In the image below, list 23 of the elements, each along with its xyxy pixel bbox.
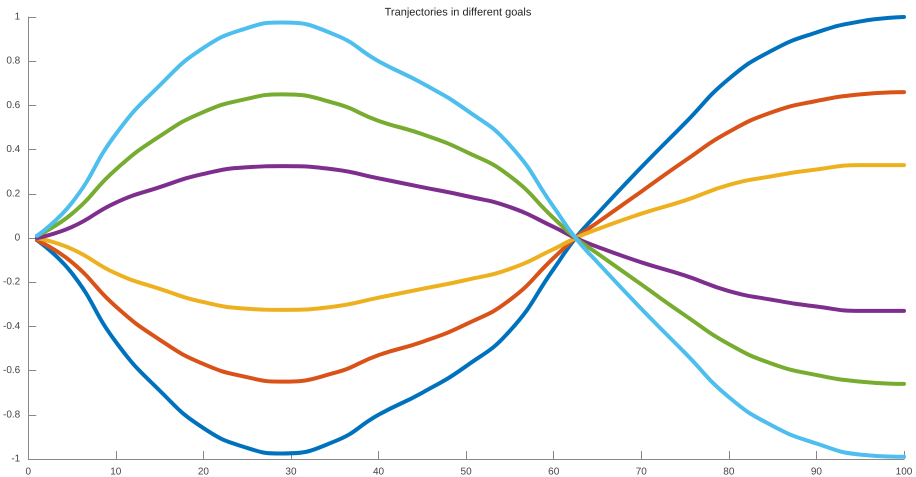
y-tick-label: -1: [11, 454, 21, 464]
y-tick-label: 0: [14, 232, 21, 244]
y-tick-label: -0.8: [2, 409, 21, 420]
x-tick-label: 90: [810, 466, 822, 477]
x-tick-label: 20: [198, 466, 210, 477]
x-tick-label: 70: [636, 466, 648, 477]
chart-title: Tranjectories in different goals: [384, 6, 532, 18]
y-tick-label: 0.4: [6, 144, 21, 156]
y-tick-label: -0.2: [2, 276, 21, 288]
x-tick-label: 50: [460, 466, 472, 477]
x-tick-label: 60: [548, 466, 560, 477]
y-tick-label: 0.8: [6, 56, 21, 67]
x-tick-label: 100: [896, 466, 913, 477]
x-tick-label: 10: [110, 466, 122, 477]
y-tick-label: 1: [14, 12, 21, 22]
x-tick-label: 80: [723, 466, 735, 477]
x-tick-label: 40: [372, 466, 385, 477]
x-tick-label: 30: [285, 466, 297, 477]
y-tick-label: 0.6: [6, 100, 21, 111]
x-tick-label: 0: [25, 466, 32, 477]
y-tick-label: 0.2: [6, 188, 21, 200]
y-tick-label: -0.4: [2, 320, 21, 332]
y-tick-label: -0.6: [2, 365, 21, 376]
